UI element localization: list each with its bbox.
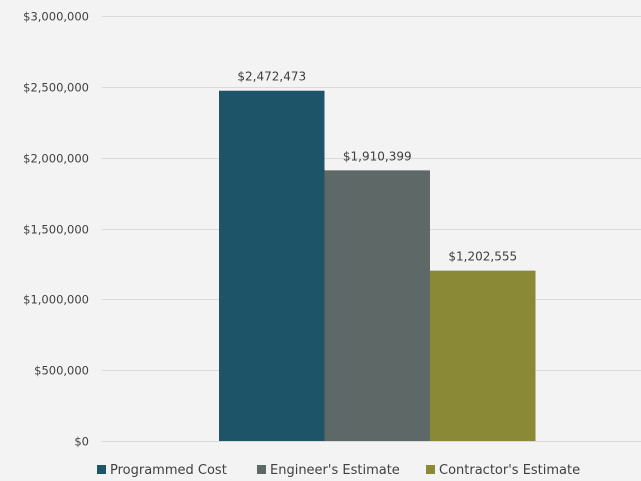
legend-label: Programmed Cost bbox=[110, 463, 227, 478]
data-label: $2,472,473 bbox=[237, 70, 306, 84]
y-axis-tick-labels: $0 $500,000 $1,000,000 $1,500,000 $2,000,000… bbox=[23, 10, 89, 449]
bars bbox=[219, 90, 536, 441]
bar-engineer-s-estimate bbox=[324, 170, 430, 441]
y-tick-label: $2,500,000 bbox=[23, 81, 89, 95]
legend-item: Programmed Cost bbox=[97, 463, 227, 478]
y-tick-label: $0 bbox=[74, 435, 89, 449]
y-tick-label: $2,000,000 bbox=[23, 152, 89, 166]
legend: Programmed Cost Engineer's Estimate Contra… bbox=[97, 463, 580, 478]
bar-contractor-s-estimate bbox=[430, 270, 536, 441]
legend-item: Engineer's Estimate bbox=[257, 463, 400, 478]
y-tick-label: $1,500,000 bbox=[23, 223, 89, 237]
legend-swatch bbox=[97, 465, 106, 474]
data-label: $1,910,399 bbox=[343, 149, 412, 163]
legend-label: Engineer's Estimate bbox=[270, 463, 400, 478]
bar-programmed-cost bbox=[219, 90, 325, 441]
data-label: $1,202,555 bbox=[448, 250, 517, 264]
y-tick-label: $1,000,000 bbox=[23, 293, 89, 307]
y-tick-label: $500,000 bbox=[34, 364, 89, 378]
legend-label: Contractor's Estimate bbox=[439, 463, 580, 478]
legend-swatch bbox=[426, 465, 435, 474]
y-tick-label: $3,000,000 bbox=[23, 10, 89, 24]
legend-item: Contractor's Estimate bbox=[426, 463, 580, 478]
data-labels: $2,472,473 $1,910,399 $1,202,555 bbox=[237, 70, 517, 264]
legend-swatch bbox=[257, 465, 266, 474]
